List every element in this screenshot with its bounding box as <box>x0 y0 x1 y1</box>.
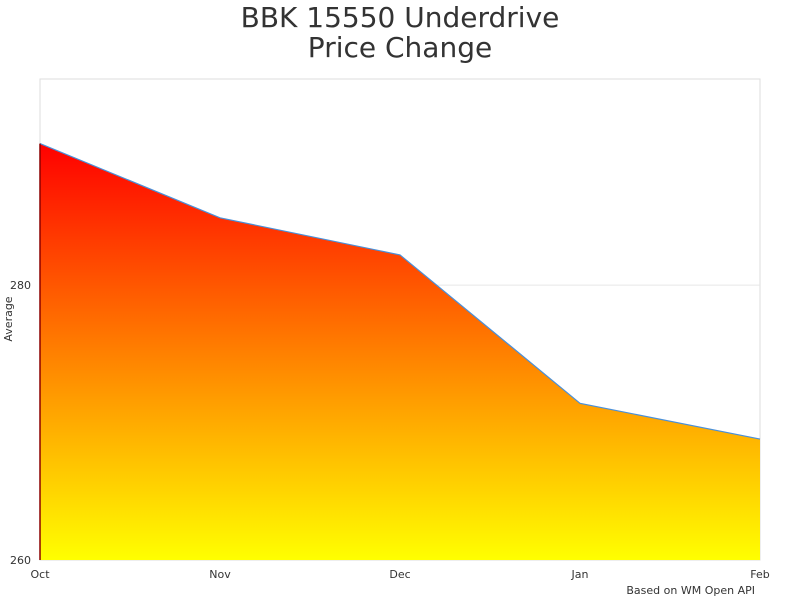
x-tick-label: Feb <box>750 568 769 581</box>
chart-title: BBK 15550 Underdrive Price Change <box>0 0 800 63</box>
x-axis-ticks: Oct Nov Dec Jan Feb <box>30 568 769 581</box>
x-tick-label: Oct <box>30 568 50 581</box>
x-tick-label: Jan <box>571 568 589 581</box>
area-series-fill <box>40 143 760 560</box>
credit-text: Based on WM Open API <box>626 584 755 597</box>
chart-title-line-2: Price Change <box>307 31 493 64</box>
x-tick-label: Dec <box>389 568 410 581</box>
y-tick-label: 280 <box>10 279 31 292</box>
chart-title-line-1: BBK 15550 Underdrive <box>240 1 560 34</box>
y-tick-label: 260 <box>10 554 31 567</box>
x-tick-label: Nov <box>209 568 231 581</box>
y-axis-ticks: 260 280 <box>10 279 31 567</box>
area-series-line <box>39 143 761 440</box>
